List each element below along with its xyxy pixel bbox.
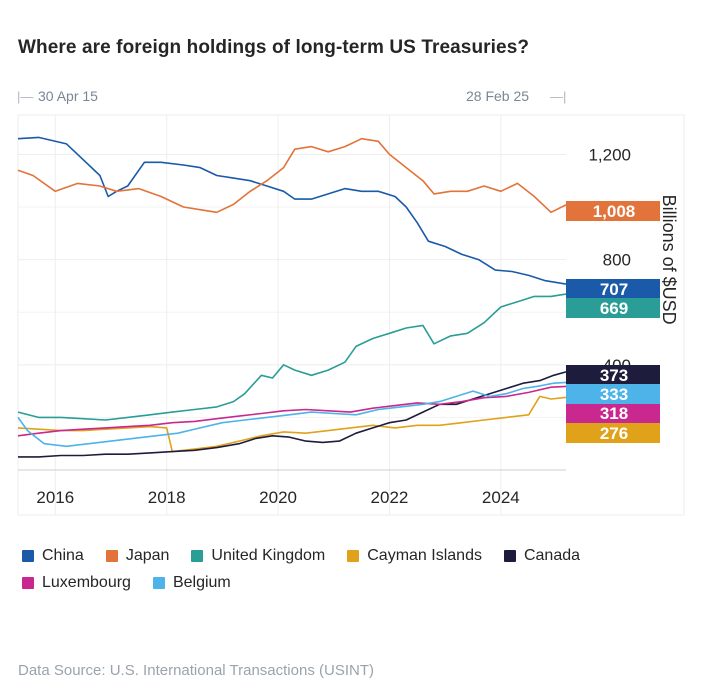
plot-panel (17, 114, 685, 516)
x-tick-label-2016: 2016 (36, 488, 74, 507)
y-axis-label: Billions of $USD (659, 195, 679, 325)
y-tick-label-800: 800 (603, 251, 631, 270)
legend-label-japan: Japan (125, 547, 170, 564)
legend-row-1: China Japan United Kingdom Cayman Island… (22, 547, 692, 565)
legend-item-united-kingdom[interactable]: United Kingdom (191, 547, 325, 565)
legend-swatch-japan (105, 550, 118, 562)
legend-swatch-cayman-islands (347, 550, 360, 562)
y-tick-label-1200: 1,200 (588, 145, 631, 164)
range-end-tick: —| (550, 89, 567, 104)
legend-item-china[interactable]: China (22, 547, 84, 565)
end-badge-united-kingdom (566, 298, 660, 318)
legend-label-china: China (42, 547, 84, 564)
series-line-belgium (17, 381, 567, 448)
range-start-label: 30 Apr 15 (38, 88, 98, 104)
end-label-canada: 373 (600, 366, 628, 385)
chart-title: Where are foreign holdings of long-term … (18, 37, 530, 58)
legend-row-2: Luxembourg Belgium (22, 574, 692, 592)
legend-swatch-belgium (152, 577, 165, 589)
end-badge-belgium (566, 384, 660, 404)
end-label-cayman-islands: 276 (600, 424, 628, 443)
x-tick-label-2020: 2020 (259, 488, 297, 507)
series-line-china (17, 136, 567, 285)
legend-item-cayman-islands[interactable]: Cayman Islands (347, 547, 482, 565)
legend: China Japan United Kingdom Cayman Island… (22, 547, 692, 601)
range-end-label: 28 Feb 25 (466, 88, 530, 104)
legend-label-united-kingdom: United Kingdom (211, 547, 326, 564)
legend-label-luxembourg: Luxembourg (42, 574, 131, 591)
end-badge-cayman-islands (566, 423, 660, 443)
legend-swatch-united-kingdom (191, 550, 204, 562)
end-badge-luxembourg (566, 403, 660, 423)
legend-label-cayman-islands: Cayman Islands (367, 547, 482, 564)
legend-label-belgium: Belgium (172, 574, 231, 591)
legend-swatch-china (22, 550, 34, 562)
end-label-china: 707 (600, 280, 628, 299)
x-tick-label-2018: 2018 (148, 488, 186, 507)
end-badge-canada (566, 365, 660, 385)
data-source: Data Source: U.S. International Transact… (18, 662, 374, 679)
legend-item-japan[interactable]: Japan (105, 547, 170, 565)
legend-item-canada[interactable]: Canada (503, 547, 581, 565)
end-badge-japan (566, 201, 660, 221)
series-line-united-kingdom (17, 293, 567, 421)
x-tick-label-2022: 2022 (371, 488, 409, 507)
end-label-united-kingdom: 669 (600, 299, 628, 318)
end-label-luxembourg: 318 (600, 404, 628, 423)
end-label-japan: 1,008 (593, 202, 636, 221)
end-badge-china (566, 279, 660, 299)
x-tick-label-2024: 2024 (482, 488, 520, 507)
series-line-japan (17, 137, 567, 214)
end-label-belgium: 333 (600, 385, 628, 404)
series-line-canada (18, 371, 567, 458)
series-line-luxembourg (17, 385, 567, 437)
range-start-tick: |— (17, 89, 34, 104)
legend-swatch-luxembourg (22, 577, 34, 589)
legend-swatch-canada (503, 550, 516, 562)
legend-item-luxembourg[interactable]: Luxembourg (22, 574, 131, 592)
legend-item-belgium[interactable]: Belgium (152, 574, 231, 592)
series-line-cayman-islands (17, 395, 567, 453)
legend-label-canada: Canada (523, 547, 581, 564)
